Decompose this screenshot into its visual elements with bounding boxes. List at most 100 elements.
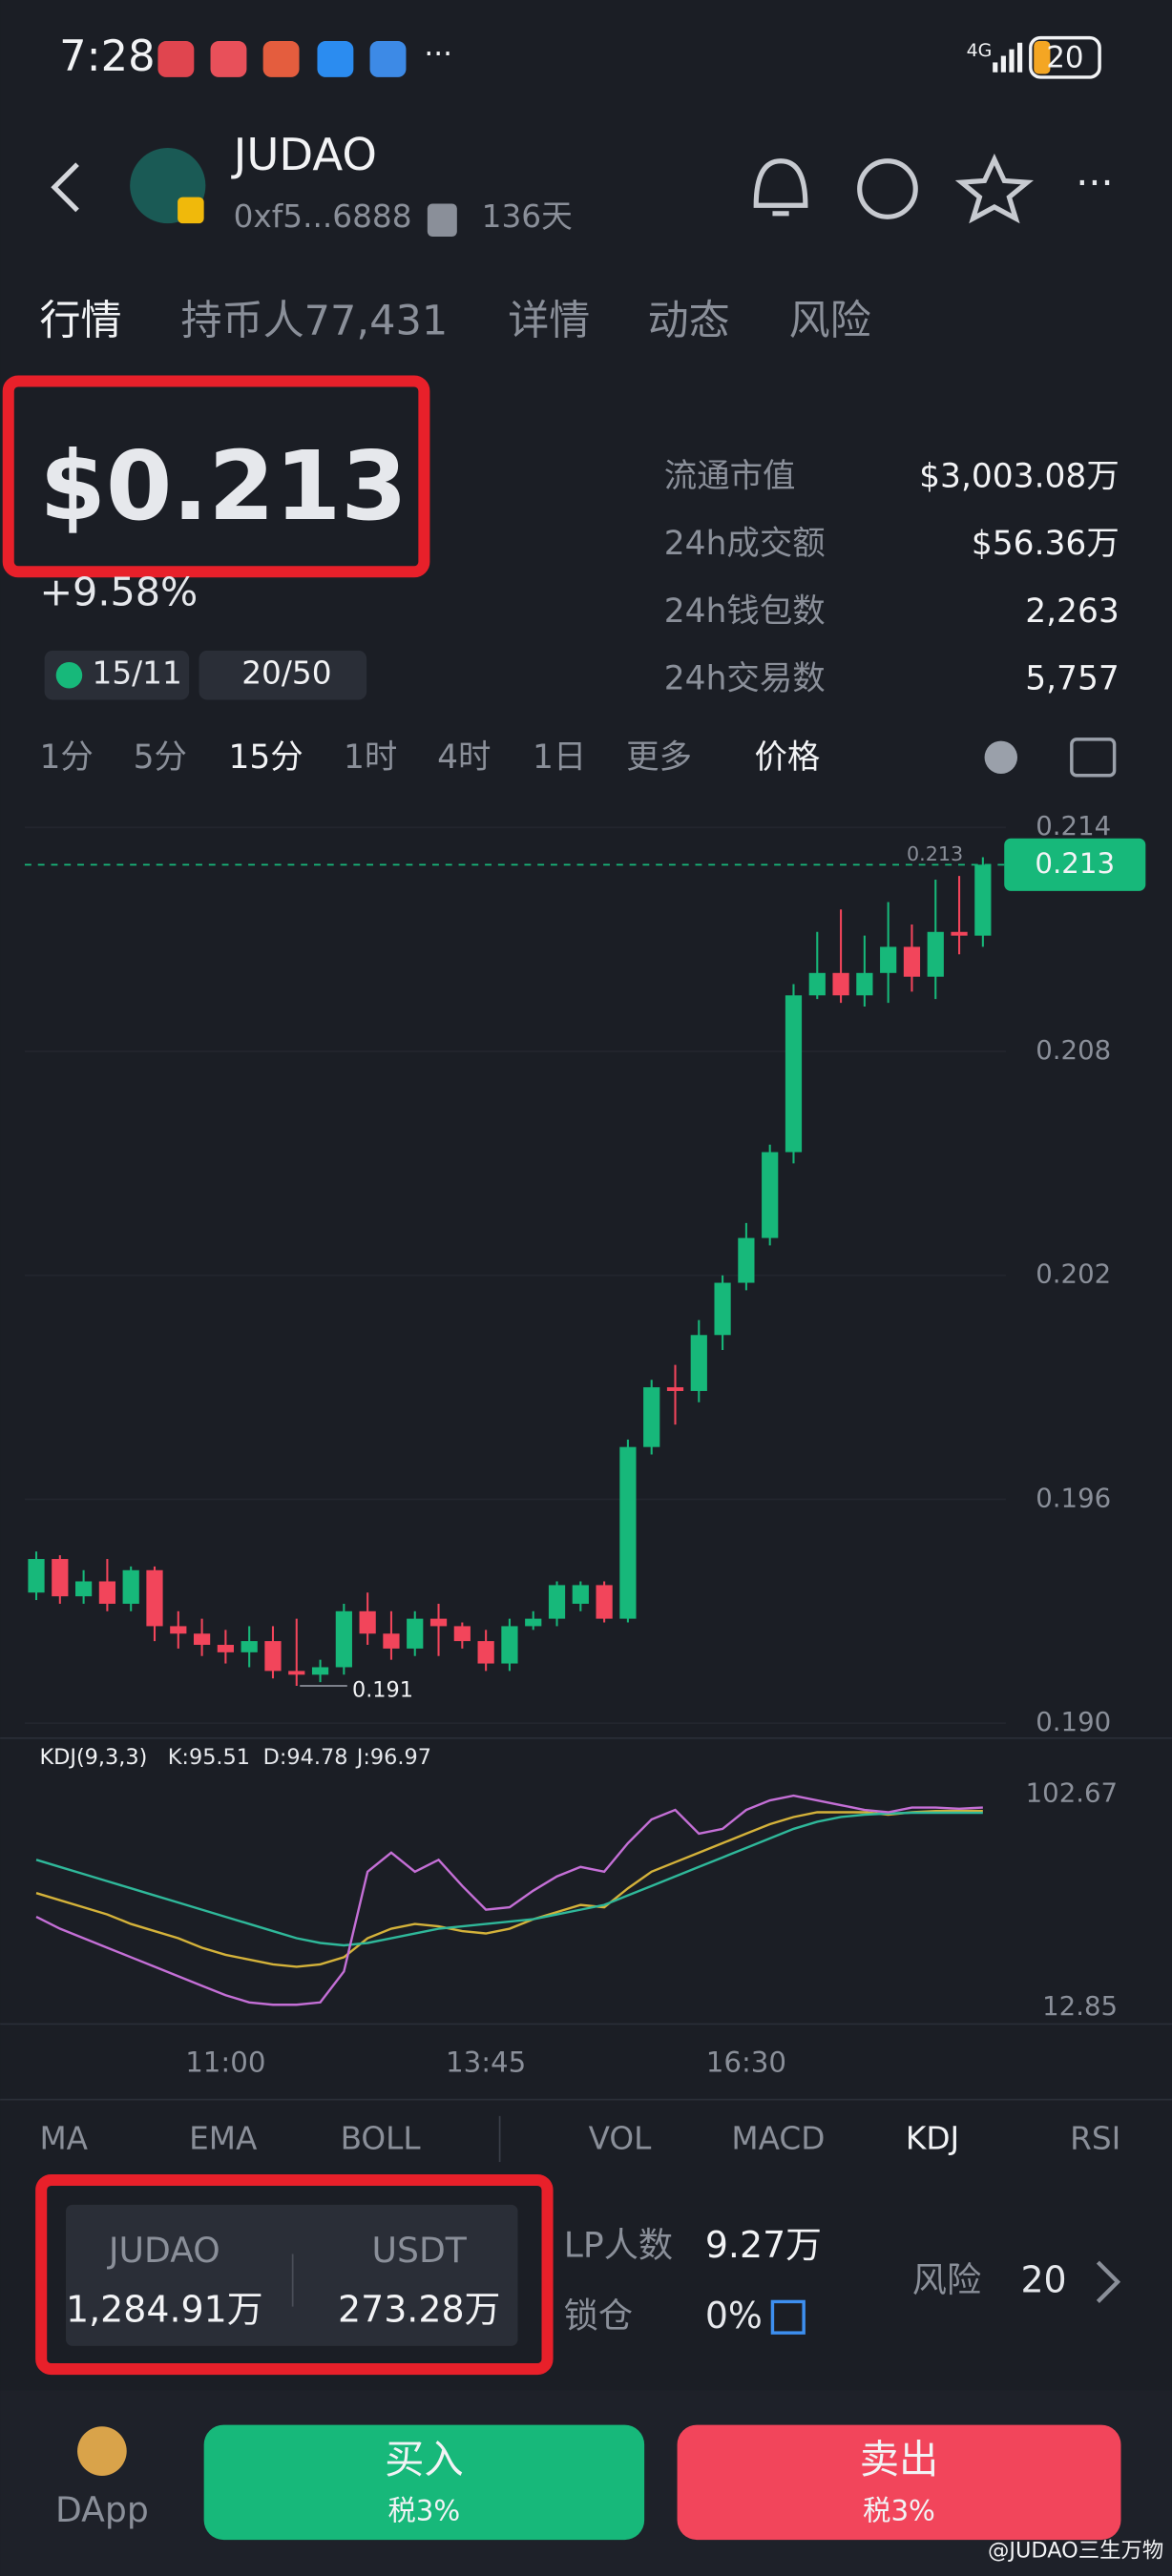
stat-label: 24h交易数	[664, 659, 826, 697]
candle-body	[643, 1387, 660, 1447]
more-icon[interactable]: ···	[1076, 160, 1113, 206]
y-tick-label: 102.67	[1026, 1777, 1118, 1808]
badge	[44, 650, 190, 700]
y-tick-label: 12.85	[1042, 1991, 1118, 2022]
candle-body	[572, 1585, 589, 1604]
candle-body	[808, 972, 826, 996]
tab[interactable]: 行情	[39, 298, 121, 345]
indicator-tab[interactable]: RSI	[1070, 2121, 1120, 2157]
interval[interactable]: 更多	[626, 738, 692, 777]
pool-token: USDT	[372, 2230, 468, 2271]
last-price-tag-text: 0.213	[1035, 847, 1115, 880]
y-tick-label: 0.208	[1036, 1035, 1111, 1066]
candle-body	[429, 1618, 448, 1627]
buy-button[interactable]	[203, 2424, 645, 2541]
kdj-line	[35, 1794, 983, 2006]
interval[interactable]: 15分	[228, 738, 303, 777]
candle-body	[619, 1446, 637, 1619]
indicator-tab[interactable]: VOL	[589, 2121, 653, 2157]
dapp-label[interactable]: DApp	[55, 2489, 149, 2530]
candle-body	[903, 946, 921, 977]
candle-body	[217, 1645, 234, 1652]
kdj-line	[35, 1809, 983, 1968]
candle-body	[28, 1559, 45, 1593]
candle-body	[98, 1581, 116, 1604]
back-button[interactable]	[51, 162, 79, 213]
tool-icon[interactable]	[984, 740, 1018, 775]
buy-label[interactable]: 买入	[385, 2437, 464, 2483]
settings-icon[interactable]	[1070, 737, 1117, 778]
y-tick-label: 0.202	[1036, 1259, 1111, 1290]
interval[interactable]: 1时	[344, 738, 397, 777]
app-icons: ···	[157, 37, 452, 77]
chevron[interactable]	[1096, 2260, 1121, 2303]
candle-body	[122, 1569, 139, 1604]
candle-body	[596, 1585, 613, 1619]
token-name: JUDAO	[231, 129, 377, 180]
tab[interactable]: 风险	[789, 298, 871, 345]
highlight-box	[2, 375, 430, 578]
price: $0.213	[39, 430, 407, 542]
indicator-title: KDJ(9,3,3)	[39, 1745, 147, 1770]
bell-icon[interactable]	[753, 158, 808, 217]
lp-value: 9.27万	[705, 2224, 822, 2266]
stat-value: 5,757	[1025, 659, 1120, 697]
candle-body	[146, 1569, 163, 1627]
last-price-small: 0.213	[907, 842, 963, 865]
badge-text: 20/50	[241, 655, 331, 692]
candle-body	[856, 972, 873, 996]
indicator-tab[interactable]: BOLL	[341, 2121, 422, 2157]
risk-label[interactable]: 风险	[912, 2259, 981, 2300]
candle-body	[666, 1387, 684, 1391]
indicator-tab[interactable]: KDJ	[906, 2121, 959, 2157]
candle-body	[951, 931, 968, 936]
gauge-icon[interactable]	[857, 158, 918, 219]
copy-icon[interactable]	[427, 203, 457, 237]
tab[interactable]: 详情	[508, 298, 590, 345]
y-tick-label: 0.214	[1036, 811, 1111, 841]
indicator-tab[interactable]: MA	[39, 2121, 88, 2157]
dapp-icon[interactable]	[77, 2426, 127, 2476]
stat-label: 24h钱包数	[664, 592, 826, 631]
interval[interactable]: 1日	[533, 738, 586, 777]
link-icon[interactable]	[770, 2299, 806, 2335]
watermark: @JUDAO三生万物	[988, 2539, 1163, 2564]
star-icon[interactable]	[954, 153, 1035, 224]
kdj-line	[35, 1811, 983, 1947]
chain-badge	[178, 197, 204, 224]
candle-body	[193, 1633, 211, 1646]
candle-body	[311, 1667, 329, 1675]
sell-tax[interactable]: 税3%	[863, 2494, 935, 2526]
signal	[993, 42, 1023, 73]
address[interactable]: 0xf5...6888	[234, 198, 412, 235]
candle-body	[880, 946, 897, 973]
candle-body	[714, 1282, 731, 1336]
interval[interactable]: 价格	[754, 738, 820, 777]
buy-tax[interactable]: 税3%	[388, 2494, 461, 2526]
risk-value[interactable]: 20	[1020, 2258, 1066, 2300]
badge[interactable]	[199, 650, 367, 700]
candle-body	[264, 1641, 282, 1672]
pool-token: JUDAO	[107, 2230, 220, 2271]
candle-body	[785, 995, 803, 1153]
indicator-tab[interactable]: MACD	[731, 2121, 825, 2157]
candle-body	[241, 1641, 258, 1652]
x-tick-label: 16:30	[706, 2046, 786, 2078]
tab[interactable]: 持币人77,431	[181, 298, 449, 345]
sell-button[interactable]	[677, 2424, 1121, 2541]
svg-text:···: ···	[424, 37, 452, 72]
interval[interactable]: 5分	[134, 738, 187, 777]
interval[interactable]: 1分	[39, 738, 93, 777]
pool-amount: 1,284.91万	[66, 2288, 263, 2330]
interval[interactable]: 4时	[437, 738, 491, 777]
indicator-tab[interactable]: EMA	[189, 2121, 258, 2157]
badge-icon	[55, 661, 83, 689]
candle-body	[927, 931, 944, 977]
candle-body	[974, 864, 992, 936]
candle-body	[738, 1237, 755, 1283]
network: 4G	[967, 40, 993, 61]
sell-label[interactable]: 卖出	[860, 2437, 939, 2483]
lp-label: LP人数	[564, 2225, 673, 2266]
tab[interactable]: 动态	[648, 298, 730, 345]
